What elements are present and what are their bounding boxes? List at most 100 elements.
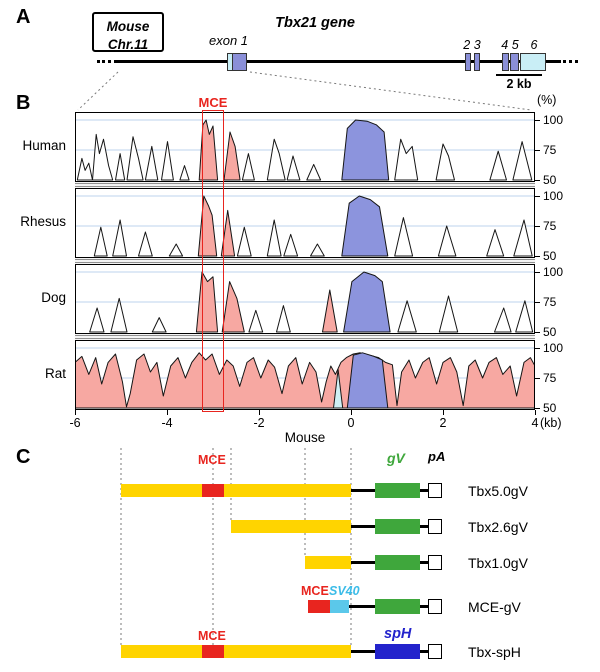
- connector-line: [349, 605, 375, 608]
- y-tick-mark: [535, 149, 540, 151]
- x-tick-mark: [350, 410, 352, 415]
- y-tick-mark: [535, 347, 540, 349]
- conservation-mound: [394, 138, 419, 181]
- y-tick-label: 50: [543, 401, 557, 415]
- x-tick-label: -2: [253, 416, 265, 430]
- track-border: [75, 112, 535, 182]
- y-tick-label: 100: [543, 341, 564, 355]
- zoom-connector-left: [77, 71, 119, 111]
- conservation-mound: [435, 143, 455, 181]
- x-tick-mark: [442, 410, 444, 415]
- connector-line: [351, 489, 375, 492]
- tbxsph-mce-box: [202, 645, 224, 658]
- conservation-mound: [512, 141, 533, 181]
- exon1-box: [232, 53, 247, 71]
- panel-b-label: B: [16, 92, 31, 114]
- connector-line: [420, 605, 428, 608]
- conservation-mound: [394, 217, 414, 257]
- y-tick-label: 100: [543, 189, 564, 203]
- track-dog: [75, 264, 535, 334]
- conservation-mound: [343, 271, 391, 333]
- conservation-mound: [168, 243, 184, 257]
- mcegv-mce-box: [308, 600, 330, 613]
- y-tick-label: 50: [543, 249, 557, 263]
- conservation-mound: [489, 150, 507, 181]
- y-tick-label: 50: [543, 325, 557, 339]
- conservation-mound: [322, 289, 338, 333]
- tbx26-promoter-bar: [231, 520, 351, 533]
- construct-name-tbx5gv: Tbx5.0gV: [468, 483, 528, 499]
- conservation-mound: [486, 229, 505, 257]
- track-label-rhesus: Rhesus: [20, 214, 66, 229]
- mcegv-mce-label: MCE: [301, 584, 329, 598]
- tbx10-promoter-bar: [305, 556, 351, 569]
- conservation-mound: [221, 281, 245, 333]
- track-rhesus: [75, 188, 535, 258]
- panel-c-label: C: [16, 446, 31, 468]
- connector-line: [351, 525, 375, 528]
- y-tick-mark: [535, 331, 540, 333]
- tbxsph-pa-box: [428, 644, 442, 659]
- mcegv-sv40-label: SV40: [329, 584, 360, 598]
- conservation-mound: [494, 307, 512, 333]
- y-tick-label: 75: [543, 295, 557, 309]
- connector-line: [420, 489, 428, 492]
- gene-line: [117, 60, 558, 63]
- tbxsph-mce-label: MCE: [198, 629, 226, 643]
- conservation-mound: [241, 153, 255, 181]
- connector-line: [351, 650, 375, 653]
- track-border: [75, 264, 535, 334]
- exon6-label: 6: [530, 38, 538, 52]
- tbxsph-sph-box: [375, 644, 420, 659]
- y-tick-label: 100: [543, 265, 564, 279]
- gene-line-dotted-left: [97, 60, 117, 63]
- conservation-mound: [286, 155, 301, 181]
- conservation-mound: [341, 119, 390, 181]
- tbxsph-promoter-bar: [121, 645, 351, 658]
- conservation-mound: [110, 297, 128, 333]
- track-separator: [75, 258, 535, 264]
- conservation-mound: [306, 163, 322, 181]
- y-tick-label: 100: [543, 113, 564, 127]
- y-tick-mark: [535, 179, 540, 181]
- chromosome-box-line1: Mouse: [106, 19, 150, 34]
- y-tick-mark: [535, 377, 540, 379]
- conservation-plot: [75, 112, 535, 410]
- x-tick-label: -4: [161, 416, 173, 430]
- tbx10-gv-box: [375, 555, 420, 570]
- track-label-human: Human: [22, 138, 66, 153]
- tbx5-promoter-bar: [121, 484, 351, 497]
- conservation-mound: [115, 153, 126, 181]
- gene-title: Tbx21 gene: [275, 15, 355, 31]
- x-tick-label: 4: [531, 416, 539, 430]
- percent-axis-unit: (%): [537, 93, 557, 107]
- conservation-mound: [76, 157, 93, 181]
- exon1-label: exon 1: [209, 33, 249, 48]
- y-tick-mark: [535, 225, 540, 227]
- exon23-label: 2 3: [463, 38, 481, 52]
- x-tick-mark: [258, 410, 260, 415]
- conservation-mound: [236, 226, 252, 257]
- y-tick-mark: [535, 301, 540, 303]
- scale-bar-label: 2 kb: [506, 77, 532, 91]
- tbx26-pa-box: [428, 519, 442, 534]
- conservation-mound: [198, 119, 219, 181]
- conservation-mound: [92, 133, 114, 181]
- x-tick-mark: [166, 410, 168, 415]
- conservation-mound: [513, 219, 533, 257]
- track-rat: [75, 340, 535, 410]
- conservation-mound: [397, 300, 417, 333]
- x-tick-mark: [534, 410, 536, 415]
- exon6-box: [520, 53, 546, 71]
- mce-highlight-rect: [201, 110, 224, 412]
- pa-header-label: pA: [428, 449, 446, 464]
- exon4-box: [502, 53, 509, 71]
- track-separator: [75, 334, 535, 340]
- mce-header-label: MCE: [198, 453, 226, 467]
- conservation-mound: [276, 305, 291, 333]
- y-tick-mark: [535, 195, 540, 197]
- chromosome-box-line2: Chr.11: [107, 36, 149, 52]
- conservation-mound: [197, 195, 218, 257]
- tbx5-mce-box: [202, 484, 224, 497]
- conservation-mound: [93, 226, 108, 257]
